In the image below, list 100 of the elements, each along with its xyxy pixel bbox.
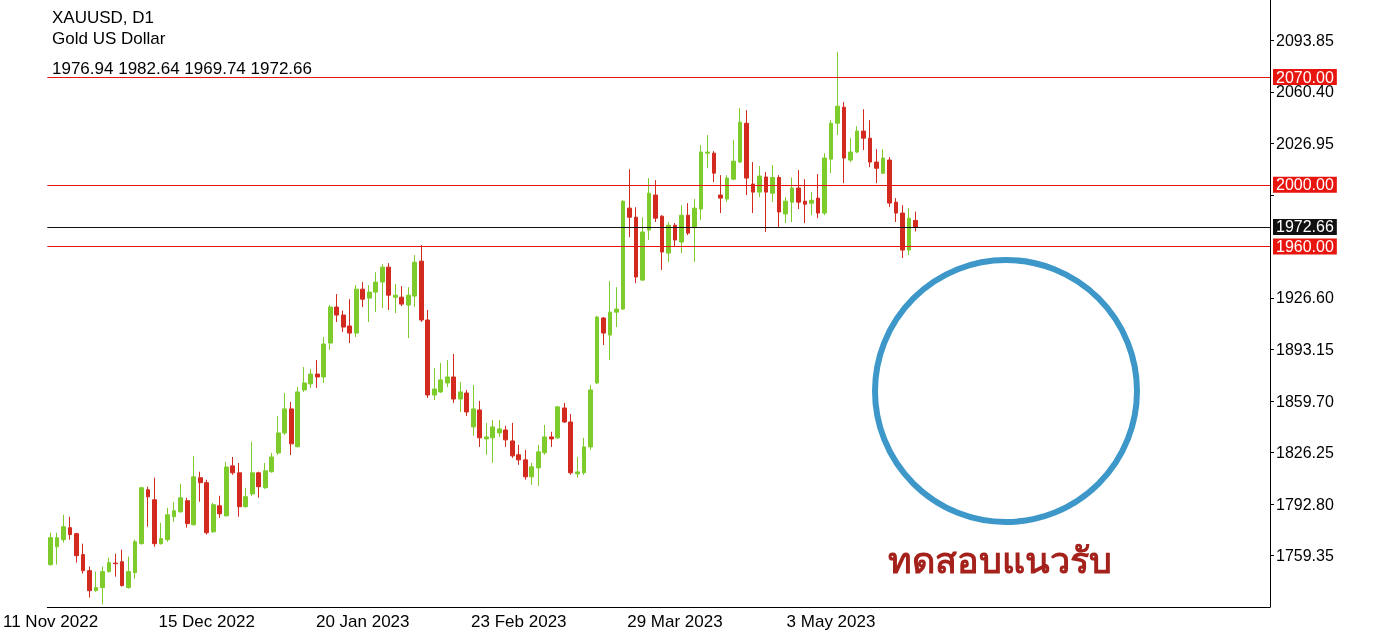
annotation: 1976.94 1982.64 1969.74 1972.66 <box>52 59 312 78</box>
candlestick <box>464 389 469 417</box>
candlestick <box>523 449 528 481</box>
candlestick <box>699 144 703 221</box>
candlestick <box>608 280 612 361</box>
candlestick <box>399 285 404 307</box>
candlestick <box>48 532 53 567</box>
candlestick <box>731 139 736 181</box>
candlestick <box>764 171 768 233</box>
candlestick <box>224 461 229 518</box>
candlestick <box>907 207 911 256</box>
candlestick <box>796 169 801 210</box>
candlestick <box>770 164 775 203</box>
candlestick <box>673 222 677 248</box>
candlestick <box>191 455 196 527</box>
candlestick <box>640 216 645 282</box>
candlestick <box>614 286 619 328</box>
candlestick <box>744 109 749 196</box>
candlestick <box>679 204 684 254</box>
candlestick <box>900 204 905 259</box>
x-tick-label: 3 May 2023 <box>786 612 876 631</box>
candlestick <box>621 199 625 311</box>
y-tick-label: 1859.70 <box>1276 392 1334 410</box>
candlestick <box>81 543 85 575</box>
candlestick <box>172 501 176 523</box>
candlestick <box>855 125 859 154</box>
candlestick <box>230 456 235 476</box>
y-tick-label: 1759.35 <box>1276 547 1334 565</box>
candlestick <box>842 101 846 184</box>
candlestick <box>777 174 781 228</box>
candlestick <box>185 497 190 529</box>
candlestick <box>751 161 755 214</box>
candlestick <box>120 549 124 588</box>
candlestick <box>289 401 294 456</box>
candlestick <box>100 566 105 606</box>
candlestick <box>588 384 593 451</box>
annotation: ทดสอบแนวรับ <box>888 539 1112 581</box>
y-tick-label: 1926.60 <box>1276 289 1334 307</box>
candlestick <box>738 107 742 164</box>
candlestick <box>868 119 872 168</box>
candlestick <box>894 197 898 223</box>
candlestick <box>816 173 820 219</box>
candlestick <box>321 336 326 384</box>
candlestick <box>803 178 807 224</box>
candlestick <box>881 148 885 175</box>
candlestick <box>386 262 391 311</box>
ref-line-label: 2070.00 <box>1276 68 1334 86</box>
candlestick <box>757 165 762 198</box>
candlestick <box>152 477 157 548</box>
candlestick <box>829 119 833 174</box>
candlestick <box>471 384 476 437</box>
candlestick <box>783 196 788 224</box>
candlestick <box>861 108 866 151</box>
candlestick <box>718 174 723 214</box>
x-tick-label: 20 Jan 2023 <box>315 612 410 631</box>
candlestick <box>503 425 508 448</box>
candlestick <box>477 400 482 448</box>
candlestick <box>549 431 554 448</box>
candlestick <box>601 316 606 346</box>
candlestick <box>835 51 840 136</box>
candlestick <box>146 486 150 528</box>
candlestick <box>887 156 892 208</box>
candlestick <box>809 191 814 216</box>
candlestick <box>451 353 456 404</box>
ref-line-label: 1972.66 <box>1276 218 1334 236</box>
candlestick <box>666 221 671 263</box>
candlestick <box>529 462 534 486</box>
y-tick-label: 1826.25 <box>1276 444 1334 462</box>
candlestick <box>653 179 658 223</box>
candlestick <box>393 283 398 314</box>
candlestick <box>712 150 716 183</box>
candlestick <box>913 211 918 232</box>
candlestick <box>790 176 794 223</box>
candlestick <box>360 281 365 308</box>
candlestick <box>113 553 118 578</box>
candlestick <box>74 532 79 564</box>
y-tick-label: 1792.80 <box>1276 495 1334 513</box>
candlestick <box>692 198 697 263</box>
candlestick <box>94 571 98 593</box>
candlestick <box>354 284 359 338</box>
candlestick <box>627 168 632 238</box>
candlestick <box>139 486 144 546</box>
y-tick-label: 2060.40 <box>1276 83 1334 101</box>
candlestick <box>647 177 651 241</box>
candlestick <box>211 502 216 534</box>
x-tick-label: 29 Mar 2023 <box>627 612 723 631</box>
candlestick <box>458 381 463 413</box>
candlestick <box>159 522 163 546</box>
candlestick <box>380 263 385 309</box>
candlestick <box>217 495 222 519</box>
candlestick <box>237 462 242 518</box>
ref-line-label: 1960.00 <box>1276 238 1334 255</box>
candlestick <box>575 456 580 479</box>
y-tick-label: 2026.95 <box>1276 134 1334 152</box>
y-tick-label: 1893.15 <box>1276 340 1334 358</box>
candlestick <box>256 471 261 499</box>
x-tick-label: 23 Feb 2023 <box>471 612 567 631</box>
candlestick <box>165 507 170 543</box>
candlestick <box>68 516 72 541</box>
candlestick <box>243 487 248 509</box>
